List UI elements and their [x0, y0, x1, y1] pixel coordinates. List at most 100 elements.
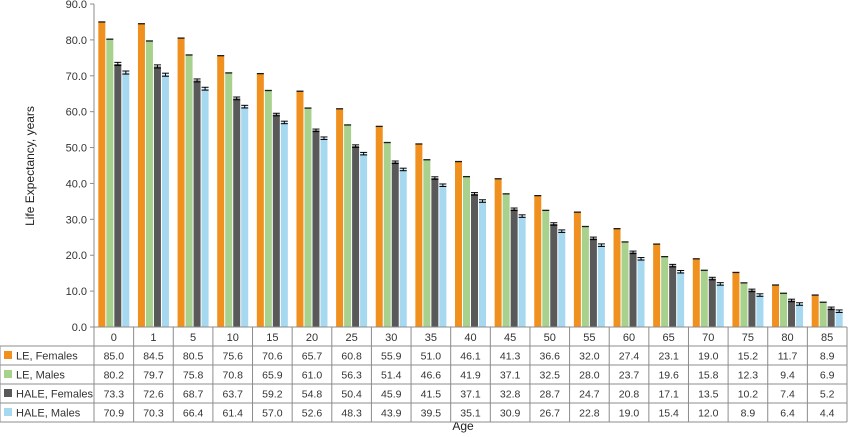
bar-le-females [494, 178, 502, 327]
x-tick-label: 40 [464, 332, 476, 344]
data-label: 61.4 [222, 408, 243, 420]
data-label: 32.0 [579, 351, 600, 363]
data-label: 27.4 [619, 351, 640, 363]
data-label: 68.7 [183, 389, 204, 401]
data-label: 75.8 [183, 370, 204, 382]
x-tick-label: 25 [345, 332, 357, 344]
data-label: 80.5 [183, 351, 204, 363]
data-label: 37.1 [500, 370, 521, 382]
data-label: 75.6 [222, 351, 243, 363]
bar-le-females [811, 295, 819, 327]
bar-hale-females [272, 114, 280, 327]
data-label: 84.5 [143, 351, 164, 363]
data-label: 70.9 [104, 408, 125, 420]
bar-le-females [534, 195, 542, 327]
bar-hale-females [669, 265, 677, 327]
data-label: 17.1 [658, 389, 679, 401]
data-label: 46.6 [421, 370, 442, 382]
data-label: 41.3 [500, 351, 521, 363]
bar-le-females [732, 272, 740, 327]
bar-hale-females [748, 290, 756, 327]
y-tick-label: 30.0 [66, 214, 87, 226]
x-tick-label: 15 [266, 332, 278, 344]
bar-le-males [542, 210, 550, 327]
data-label: 4.4 [820, 408, 835, 420]
data-label: 73.3 [104, 389, 125, 401]
data-label: 57.0 [262, 408, 283, 420]
data-label: 72.6 [143, 389, 164, 401]
data-label: 19.0 [619, 408, 640, 420]
bar-hale-females [352, 146, 360, 327]
x-tick-label: 5 [190, 332, 196, 344]
data-label: 10.2 [738, 389, 759, 401]
data-label: 32.8 [500, 389, 521, 401]
bar-le-males [185, 54, 193, 328]
x-tick-label: 0 [111, 332, 117, 344]
data-label: 15.8 [698, 370, 719, 382]
data-label: 59.2 [262, 389, 283, 401]
bar-hale-males [280, 122, 288, 327]
data-label: 65.9 [262, 370, 283, 382]
y-tick-label: 10.0 [66, 286, 87, 298]
data-label: 36.6 [540, 351, 561, 363]
legend-label: LE, Males [16, 370, 65, 382]
bar-hale-males [756, 295, 764, 327]
bar-hale-males [716, 283, 724, 327]
bar-hale-males [161, 74, 169, 327]
x-tick-label: 60 [623, 332, 635, 344]
bar-le-females [98, 21, 106, 327]
legend-label: HALE, Females [16, 389, 94, 401]
bar-hale-females [391, 162, 399, 327]
bar-hale-males [201, 88, 209, 327]
data-label: 9.4 [780, 370, 795, 382]
data-label: 48.3 [341, 408, 362, 420]
data-label: 12.3 [738, 370, 759, 382]
bar-le-females [256, 73, 264, 327]
data-label: 13.5 [698, 389, 719, 401]
x-tick-label: 65 [663, 332, 675, 344]
x-tick-label: 80 [781, 332, 793, 344]
data-label: 11.7 [778, 351, 798, 363]
x-axis-title: Age [452, 419, 474, 433]
bar-hale-females [629, 252, 637, 327]
bar-hale-females [827, 308, 835, 327]
bar-hale-males [122, 72, 130, 327]
data-label: 19.6 [658, 370, 679, 382]
y-tick-label: 70.0 [66, 71, 87, 83]
bar-le-males [225, 72, 233, 327]
data-label: 15.2 [738, 351, 759, 363]
data-label: 30.9 [500, 408, 521, 420]
data-label: 41.5 [421, 389, 442, 401]
data-label: 70.3 [143, 408, 164, 420]
bar-hale-females [471, 193, 478, 327]
data-label: 43.9 [381, 408, 402, 420]
data-label: 70.8 [222, 370, 243, 382]
bar-hale-males [518, 216, 526, 327]
bar-hale-males [399, 169, 407, 327]
data-label: 6.4 [780, 408, 795, 420]
y-tick-label: 20.0 [66, 250, 87, 262]
bar-hale-females [550, 223, 558, 327]
data-label: 6.9 [820, 370, 835, 382]
data-label: 54.8 [302, 389, 323, 401]
x-tick-label: 55 [583, 332, 595, 344]
bar-le-females [772, 285, 780, 327]
data-label: 46.1 [460, 351, 481, 363]
x-tick-label: 50 [544, 332, 556, 344]
bar-le-males [383, 142, 391, 327]
bar-hale-females [431, 178, 439, 327]
bar-hale-males [320, 138, 328, 327]
data-label: 35.1 [460, 408, 481, 420]
bar-le-females [692, 258, 700, 327]
data-label: 20.8 [619, 389, 640, 401]
bar-le-females [296, 91, 304, 328]
data-label: 79.7 [143, 370, 164, 382]
data-label: 23.1 [658, 351, 679, 363]
bar-le-females [573, 212, 581, 327]
bar-le-males [264, 90, 272, 328]
bar-hale-females [312, 130, 320, 327]
bar-le-females [375, 126, 383, 328]
bar-hale-females [589, 238, 597, 327]
data-label: 19.0 [698, 351, 719, 363]
